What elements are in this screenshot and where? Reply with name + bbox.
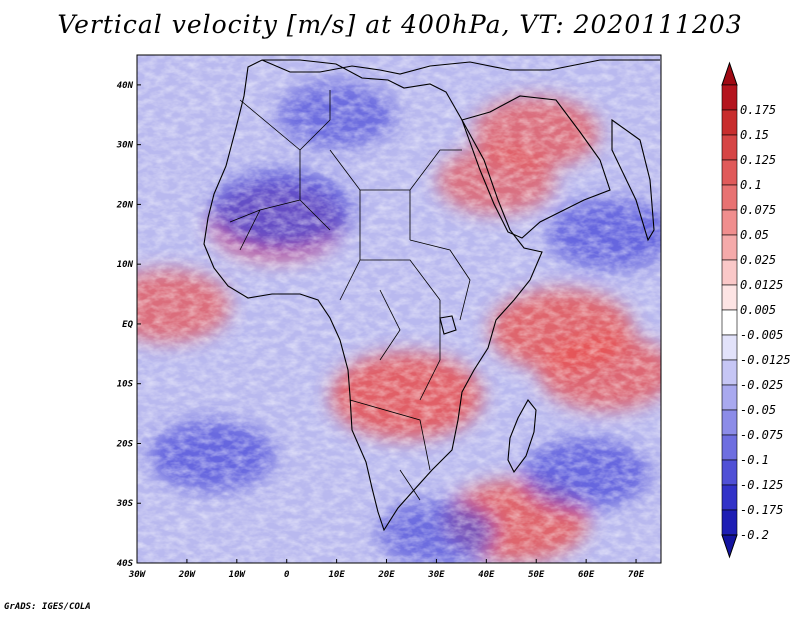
colorbar-label: 0.15 bbox=[740, 128, 769, 142]
lon-tick-label: 20W bbox=[178, 570, 197, 580]
lat-tick-label: EQ bbox=[122, 320, 133, 330]
lat-tick-label: 10S bbox=[117, 380, 134, 390]
credit-label: GrADS: IGES/COLA bbox=[4, 602, 91, 612]
colorbar-swatch bbox=[721, 409, 738, 436]
colorbar-swatch bbox=[721, 159, 738, 186]
colorbar-bottom-arrow bbox=[721, 534, 738, 559]
colorbar-swatch bbox=[721, 184, 738, 211]
colorbar-swatch bbox=[721, 259, 738, 286]
lon-tick-label: 60E bbox=[578, 570, 595, 580]
colorbar-swatch bbox=[721, 309, 738, 336]
colorbar-label: -0.005 bbox=[740, 328, 783, 342]
arabia-coastline bbox=[461, 95, 611, 239]
lat-tick-label: 30S bbox=[116, 499, 134, 509]
lon-tick-label: 40E bbox=[478, 570, 495, 580]
country-borders bbox=[229, 90, 471, 501]
colorbar-label: -0.2 bbox=[740, 528, 769, 542]
india-coastline bbox=[611, 118, 655, 242]
colorbar-swatch bbox=[721, 84, 738, 111]
colorbar-swatch bbox=[721, 434, 738, 461]
lon-tick-label: 30W bbox=[128, 570, 147, 580]
colorbar-label: 0.005 bbox=[740, 303, 776, 317]
colorbar-label: 0.05 bbox=[740, 228, 769, 242]
map-frame bbox=[136, 54, 662, 564]
lat-tick-label: 20S bbox=[116, 439, 134, 449]
lon-tick-label: 70E bbox=[628, 570, 645, 580]
colorbar-swatch bbox=[721, 459, 738, 486]
colorbar-label: 0.025 bbox=[740, 253, 776, 267]
colorbar-label: 0.0125 bbox=[740, 278, 783, 292]
lon-tick-label: 30E bbox=[427, 570, 445, 580]
colorbar-swatch bbox=[721, 209, 738, 236]
colorbar-label: -0.1 bbox=[740, 453, 769, 467]
colorbar-swatch bbox=[721, 134, 738, 161]
africa-coastline bbox=[203, 59, 543, 532]
colorbar-swatch bbox=[721, 234, 738, 261]
madagascar-coastline bbox=[507, 399, 537, 474]
colorbar-top-arrow bbox=[721, 61, 738, 86]
colorbar-label: 0.125 bbox=[740, 153, 776, 167]
colorbar-swatch bbox=[721, 384, 738, 411]
colorbar-swatch bbox=[721, 359, 738, 386]
colorbar-label: 0.175 bbox=[740, 103, 776, 117]
colorbar: 0.175 0.15 0.125 0.1 0.075 0.05 0.025 0.0125 0.0… bbox=[721, 61, 791, 559]
colorbar-label: 0.1 bbox=[740, 178, 762, 192]
map-title: Vertical velocity [m/s] at 400hPa, VT: 2… bbox=[57, 10, 743, 39]
vertical-velocity-field bbox=[137, 55, 661, 563]
colorbar-swatch bbox=[721, 284, 738, 311]
colorbar-swatch bbox=[721, 484, 738, 511]
lat-tick-label: 30N bbox=[116, 141, 134, 151]
colorbar-label: -0.175 bbox=[740, 503, 783, 517]
colorbar-swatch bbox=[721, 109, 738, 136]
lat-tick-label: 40S bbox=[117, 559, 134, 569]
lake-victoria bbox=[439, 315, 457, 335]
lon-tick-label: 50E bbox=[528, 570, 545, 580]
coastlines bbox=[203, 59, 660, 532]
lat-tick-label: 10N bbox=[117, 260, 134, 270]
lon-tick-label: 10W bbox=[229, 570, 247, 580]
lat-tick-label: 20N bbox=[116, 200, 134, 210]
lat-tick-label: 40N bbox=[117, 81, 134, 91]
axis-ticks: 30W 20W 10W 0 10E 20E 30E 40E 50E 60E 70E 40N 30N 20N… bbox=[116, 81, 645, 580]
colorbar-label: 0.075 bbox=[740, 203, 776, 217]
colorbar-label: -0.125 bbox=[740, 478, 783, 492]
colorbar-label: -0.075 bbox=[740, 428, 783, 442]
colorbar-label: -0.0125 bbox=[740, 353, 791, 367]
colorbar-swatch bbox=[721, 509, 738, 536]
europe-coastline bbox=[261, 59, 660, 75]
colorbar-swatch bbox=[721, 334, 738, 361]
lon-tick-label: 20E bbox=[377, 570, 395, 580]
colorbar-label: -0.05 bbox=[740, 403, 776, 417]
lon-tick-label: 10E bbox=[328, 570, 345, 580]
colorbar-label: -0.025 bbox=[740, 378, 783, 392]
lon-tick-label: 0 bbox=[284, 570, 290, 580]
